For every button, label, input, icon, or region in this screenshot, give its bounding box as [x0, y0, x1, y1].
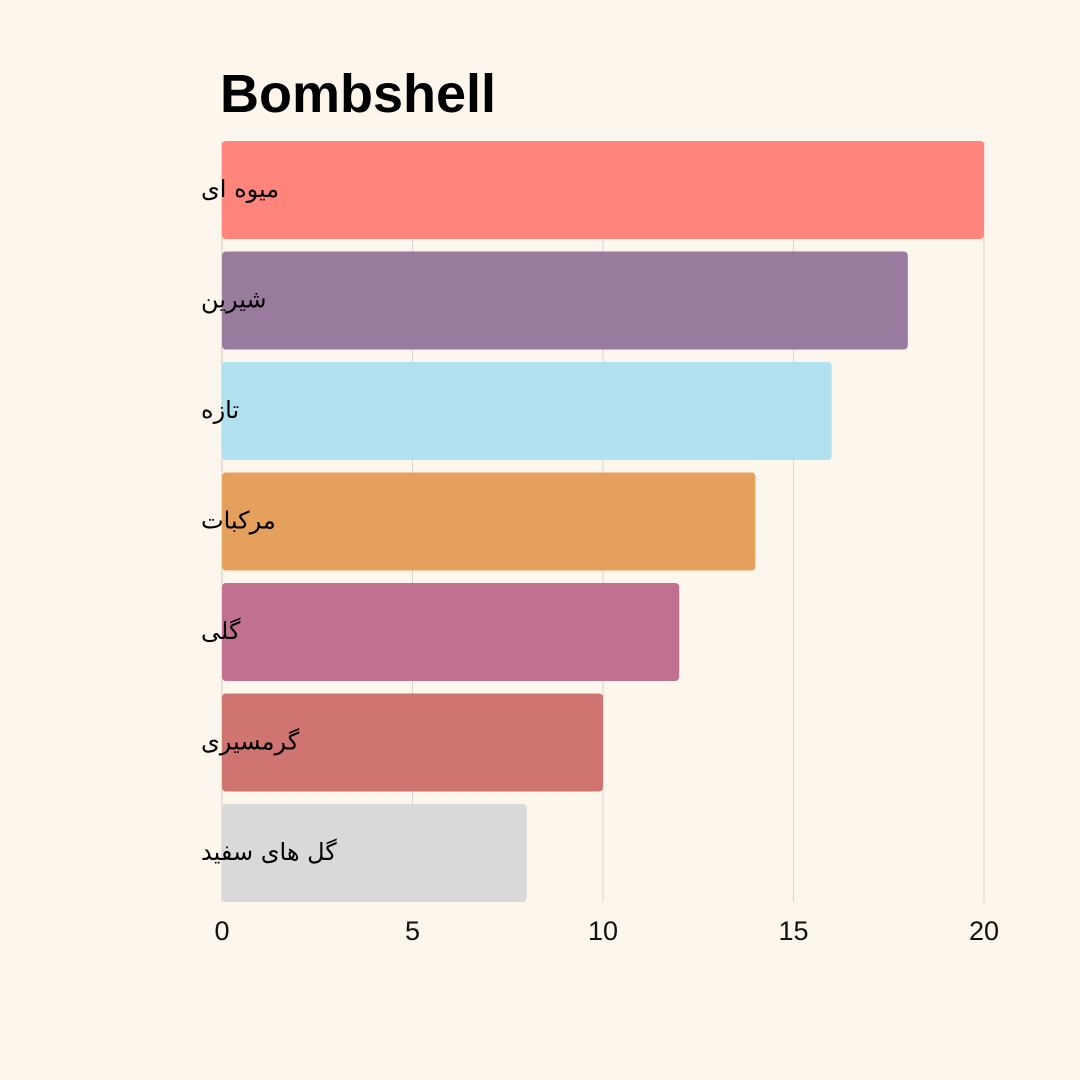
category-label: تازه	[201, 396, 239, 424]
x-tick-label: 20	[969, 916, 999, 946]
bar	[222, 804, 527, 902]
category-label: شیرین	[201, 286, 267, 314]
x-tick-label: 5	[405, 916, 420, 946]
bar	[222, 693, 603, 792]
bar	[222, 251, 908, 350]
bar	[222, 472, 756, 571]
bar	[222, 141, 984, 239]
x-tick-label: 15	[778, 916, 808, 946]
bar	[222, 362, 832, 460]
bar-layer	[222, 141, 984, 902]
chart-title: Bombshell	[220, 64, 496, 124]
x-tick-label: 0	[214, 916, 229, 946]
x-tick-label: 10	[588, 916, 618, 946]
category-label: گل های سفید	[201, 838, 337, 866]
bar	[222, 583, 680, 681]
x-tick-layer: 0 5 10 15 20	[214, 916, 999, 946]
category-label: گلی	[201, 617, 241, 645]
category-label-layer: میوه ای شیرین تازه مرکبات گلی گرمسیری گل های س…	[201, 175, 337, 866]
category-label: مرکبات	[201, 507, 276, 535]
category-label: میوه ای	[201, 175, 279, 203]
category-label: گرمسیری	[201, 728, 300, 756]
